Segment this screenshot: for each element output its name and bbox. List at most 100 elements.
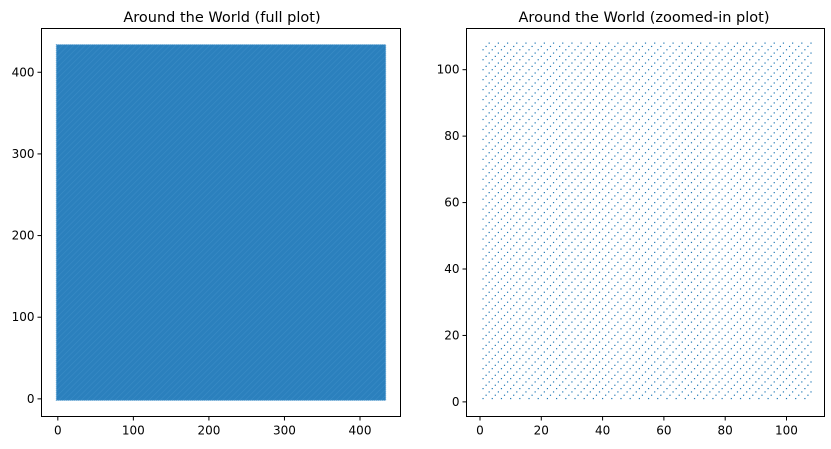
scatter-point bbox=[721, 358, 723, 360]
scatter-point bbox=[666, 79, 668, 81]
scatter-point bbox=[537, 148, 539, 151]
scatter-point bbox=[785, 59, 788, 61]
scatter-point bbox=[497, 211, 499, 214]
scatter-point bbox=[801, 351, 803, 353]
scatter-point bbox=[559, 294, 561, 297]
scatter-point bbox=[764, 271, 766, 273]
scatter-point bbox=[703, 248, 705, 250]
scatter-point bbox=[792, 221, 794, 224]
scatter-point bbox=[632, 285, 634, 287]
scatter-point bbox=[589, 381, 591, 383]
scatter-point bbox=[693, 89, 696, 91]
scatter-point-edge bbox=[55, 44, 387, 401]
scatter-point bbox=[712, 128, 714, 131]
scatter-point bbox=[644, 381, 647, 383]
scatter-point bbox=[654, 152, 656, 154]
scatter-point bbox=[736, 102, 739, 104]
scatter-point bbox=[700, 251, 702, 253]
scatter-point bbox=[629, 268, 631, 270]
scatter-point bbox=[767, 388, 769, 390]
scatter-point bbox=[510, 198, 512, 200]
scatter-point bbox=[684, 128, 686, 131]
scatter-point bbox=[776, 59, 778, 61]
scatter-point bbox=[638, 198, 640, 200]
scatter-point bbox=[644, 251, 647, 253]
scatter-point bbox=[758, 368, 760, 370]
scatter-point bbox=[654, 321, 656, 323]
scatter-point bbox=[779, 195, 781, 197]
scatter-point bbox=[503, 175, 506, 177]
scatter-point bbox=[660, 75, 662, 77]
scatter-point bbox=[654, 381, 656, 383]
scatter-point bbox=[641, 314, 644, 317]
scatter-point bbox=[592, 98, 594, 101]
scatter-point bbox=[767, 397, 769, 400]
scatter-point bbox=[804, 338, 806, 340]
scatter-point bbox=[681, 391, 683, 393]
scatter-point bbox=[488, 92, 490, 94]
scatter-point bbox=[773, 351, 775, 353]
scatter-point bbox=[755, 162, 757, 164]
scatter-point bbox=[559, 65, 561, 67]
scatter-point bbox=[709, 152, 711, 154]
scatter-point bbox=[742, 155, 745, 157]
scatter-point bbox=[687, 205, 690, 207]
scatter-point bbox=[516, 361, 518, 363]
scatter-point bbox=[574, 348, 576, 350]
scatter-point bbox=[617, 281, 619, 283]
scatter-point bbox=[788, 304, 791, 307]
scatter-point bbox=[506, 331, 509, 333]
scatter-point bbox=[715, 135, 717, 137]
scatter-point bbox=[804, 328, 806, 330]
scatter-point bbox=[574, 318, 576, 320]
scatter-point bbox=[513, 225, 515, 227]
scatter-point bbox=[672, 261, 674, 263]
scatter-point bbox=[718, 172, 720, 174]
scatter-point bbox=[519, 318, 521, 320]
scatter-point bbox=[623, 314, 625, 317]
scatter-point bbox=[647, 168, 650, 170]
scatter-point bbox=[644, 92, 647, 94]
scatter-point bbox=[580, 281, 582, 283]
scatter-point bbox=[749, 238, 751, 240]
scatter-point bbox=[623, 45, 625, 48]
scatter-point bbox=[641, 75, 644, 77]
scatter-point bbox=[522, 155, 524, 157]
scatter-point bbox=[669, 135, 671, 137]
scatter-point bbox=[586, 135, 588, 137]
scatter-point bbox=[537, 69, 539, 71]
scatter-point bbox=[749, 128, 751, 131]
scatter-point bbox=[580, 122, 582, 124]
scatter-point bbox=[635, 192, 637, 194]
scatter-point bbox=[583, 338, 585, 340]
scatter-point bbox=[583, 168, 585, 170]
scatter-point bbox=[598, 251, 601, 253]
scatter-point bbox=[552, 361, 555, 363]
scatter-point bbox=[767, 248, 769, 250]
scatter-point bbox=[798, 225, 800, 227]
scatter-point bbox=[647, 128, 650, 131]
scatter-point bbox=[497, 301, 499, 303]
scatter-point bbox=[792, 92, 794, 94]
scatter-point bbox=[525, 201, 527, 204]
scatter-point bbox=[660, 314, 662, 317]
scatter-point bbox=[632, 275, 634, 277]
scatter-point bbox=[589, 82, 591, 84]
scatter-point bbox=[761, 334, 763, 337]
scatter-point bbox=[608, 162, 610, 164]
scatter-point bbox=[690, 122, 693, 124]
scatter-point bbox=[623, 384, 625, 386]
scatter-point bbox=[736, 172, 739, 174]
scatter-point bbox=[767, 368, 769, 370]
scatter-point bbox=[614, 384, 616, 386]
scatter-point bbox=[571, 311, 573, 313]
scatter-point bbox=[635, 281, 637, 283]
scatter-point bbox=[629, 298, 631, 300]
scatter-point bbox=[589, 102, 591, 104]
scatter-point bbox=[660, 115, 662, 117]
scatter-point bbox=[488, 42, 490, 44]
scatter-point bbox=[617, 361, 619, 363]
scatter-point bbox=[626, 251, 628, 253]
scatter-point bbox=[749, 378, 751, 380]
